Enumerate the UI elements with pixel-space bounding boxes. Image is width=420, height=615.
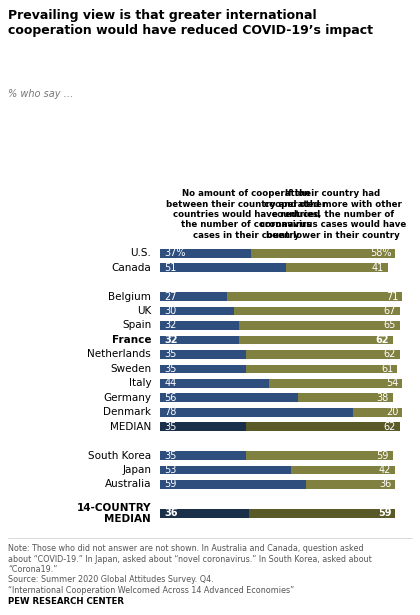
Bar [239,321,400,330]
Text: Netherlands: Netherlands [87,349,151,359]
Text: Japan: Japan [122,465,151,475]
Text: 51: 51 [165,263,177,272]
Text: 61: 61 [381,364,394,374]
Text: 27: 27 [165,292,177,301]
Text: 65: 65 [384,320,396,330]
Bar [234,307,400,315]
Text: Belgium: Belgium [108,292,151,301]
Text: 35: 35 [165,349,177,359]
Text: 32: 32 [165,320,177,330]
Text: U.S.: U.S. [130,248,151,258]
Bar [246,451,393,460]
Bar [160,423,246,431]
Bar [160,408,353,416]
Text: 20: 20 [386,407,399,417]
Text: 14-COUNTRY
MEDIAN: 14-COUNTRY MEDIAN [77,502,151,524]
Bar [160,480,306,489]
Bar [298,394,393,402]
Bar [160,321,239,330]
Bar [160,394,298,402]
Text: % who say …: % who say … [8,89,74,99]
Text: Canada: Canada [111,263,151,272]
Text: Note: Those who did not answer are not shown. In Australia and Canada, question : Note: Those who did not answer are not s… [8,544,372,595]
Text: 36: 36 [165,509,178,518]
Bar [160,509,249,518]
Text: 62: 62 [384,422,396,432]
Bar [226,292,402,301]
Bar [160,365,246,373]
Text: Sweden: Sweden [110,364,151,374]
Text: Spain: Spain [122,320,151,330]
Text: 56: 56 [165,393,177,403]
Text: 62: 62 [384,349,396,359]
Text: 35: 35 [165,364,177,374]
Text: Australia: Australia [105,480,151,490]
Bar [291,466,395,474]
Bar [160,466,291,474]
Text: 53: 53 [165,465,177,475]
Text: 35: 35 [165,451,177,461]
Bar [306,480,395,489]
Text: 78: 78 [165,407,177,417]
Text: Denmark: Denmark [103,407,151,417]
Text: Italy: Italy [129,378,151,388]
Bar [246,423,400,431]
Bar [160,292,226,301]
Text: Germany: Germany [103,393,151,403]
Text: 41: 41 [372,263,384,272]
Text: 44: 44 [165,378,177,388]
Text: 59: 59 [376,451,389,461]
Text: 59: 59 [165,480,177,490]
Text: South Korea: South Korea [88,451,151,461]
Text: PEW RESEARCH CENTER: PEW RESEARCH CENTER [8,597,124,606]
Text: 59: 59 [378,509,391,518]
Bar [239,336,393,344]
Text: No amount of cooperation
between their country and other
countries would have re: No amount of cooperation between their c… [166,189,326,240]
Bar [160,249,251,258]
Text: 71: 71 [386,292,399,301]
Bar [269,379,402,387]
Bar [160,263,286,272]
Bar [251,249,395,258]
Text: 30: 30 [165,306,177,316]
Text: 38: 38 [377,393,389,403]
Bar [160,451,246,460]
Bar [160,336,239,344]
Bar [353,408,402,416]
Bar [249,509,395,518]
Text: France: France [112,335,151,345]
Text: 36: 36 [379,480,391,490]
Text: 58%: 58% [370,248,391,258]
Bar [286,263,388,272]
Bar [160,307,234,315]
Text: UK: UK [137,306,151,316]
Text: Prevailing view is that greater international
cooperation would have reduced COV: Prevailing view is that greater internat… [8,9,373,38]
Text: 67: 67 [384,306,396,316]
Text: 32: 32 [165,335,178,345]
Bar [160,350,246,359]
Text: 54: 54 [386,378,399,388]
Text: 62: 62 [375,335,389,345]
Text: MEDIAN: MEDIAN [110,422,151,432]
Bar [160,379,269,387]
Text: 37%: 37% [165,248,186,258]
Text: 42: 42 [379,465,391,475]
Text: If their country had
cooperated more with other
countries, the number of
coronav: If their country had cooperated more wit… [260,189,406,240]
Bar [246,350,400,359]
Bar [246,365,397,373]
Text: 35: 35 [165,422,177,432]
